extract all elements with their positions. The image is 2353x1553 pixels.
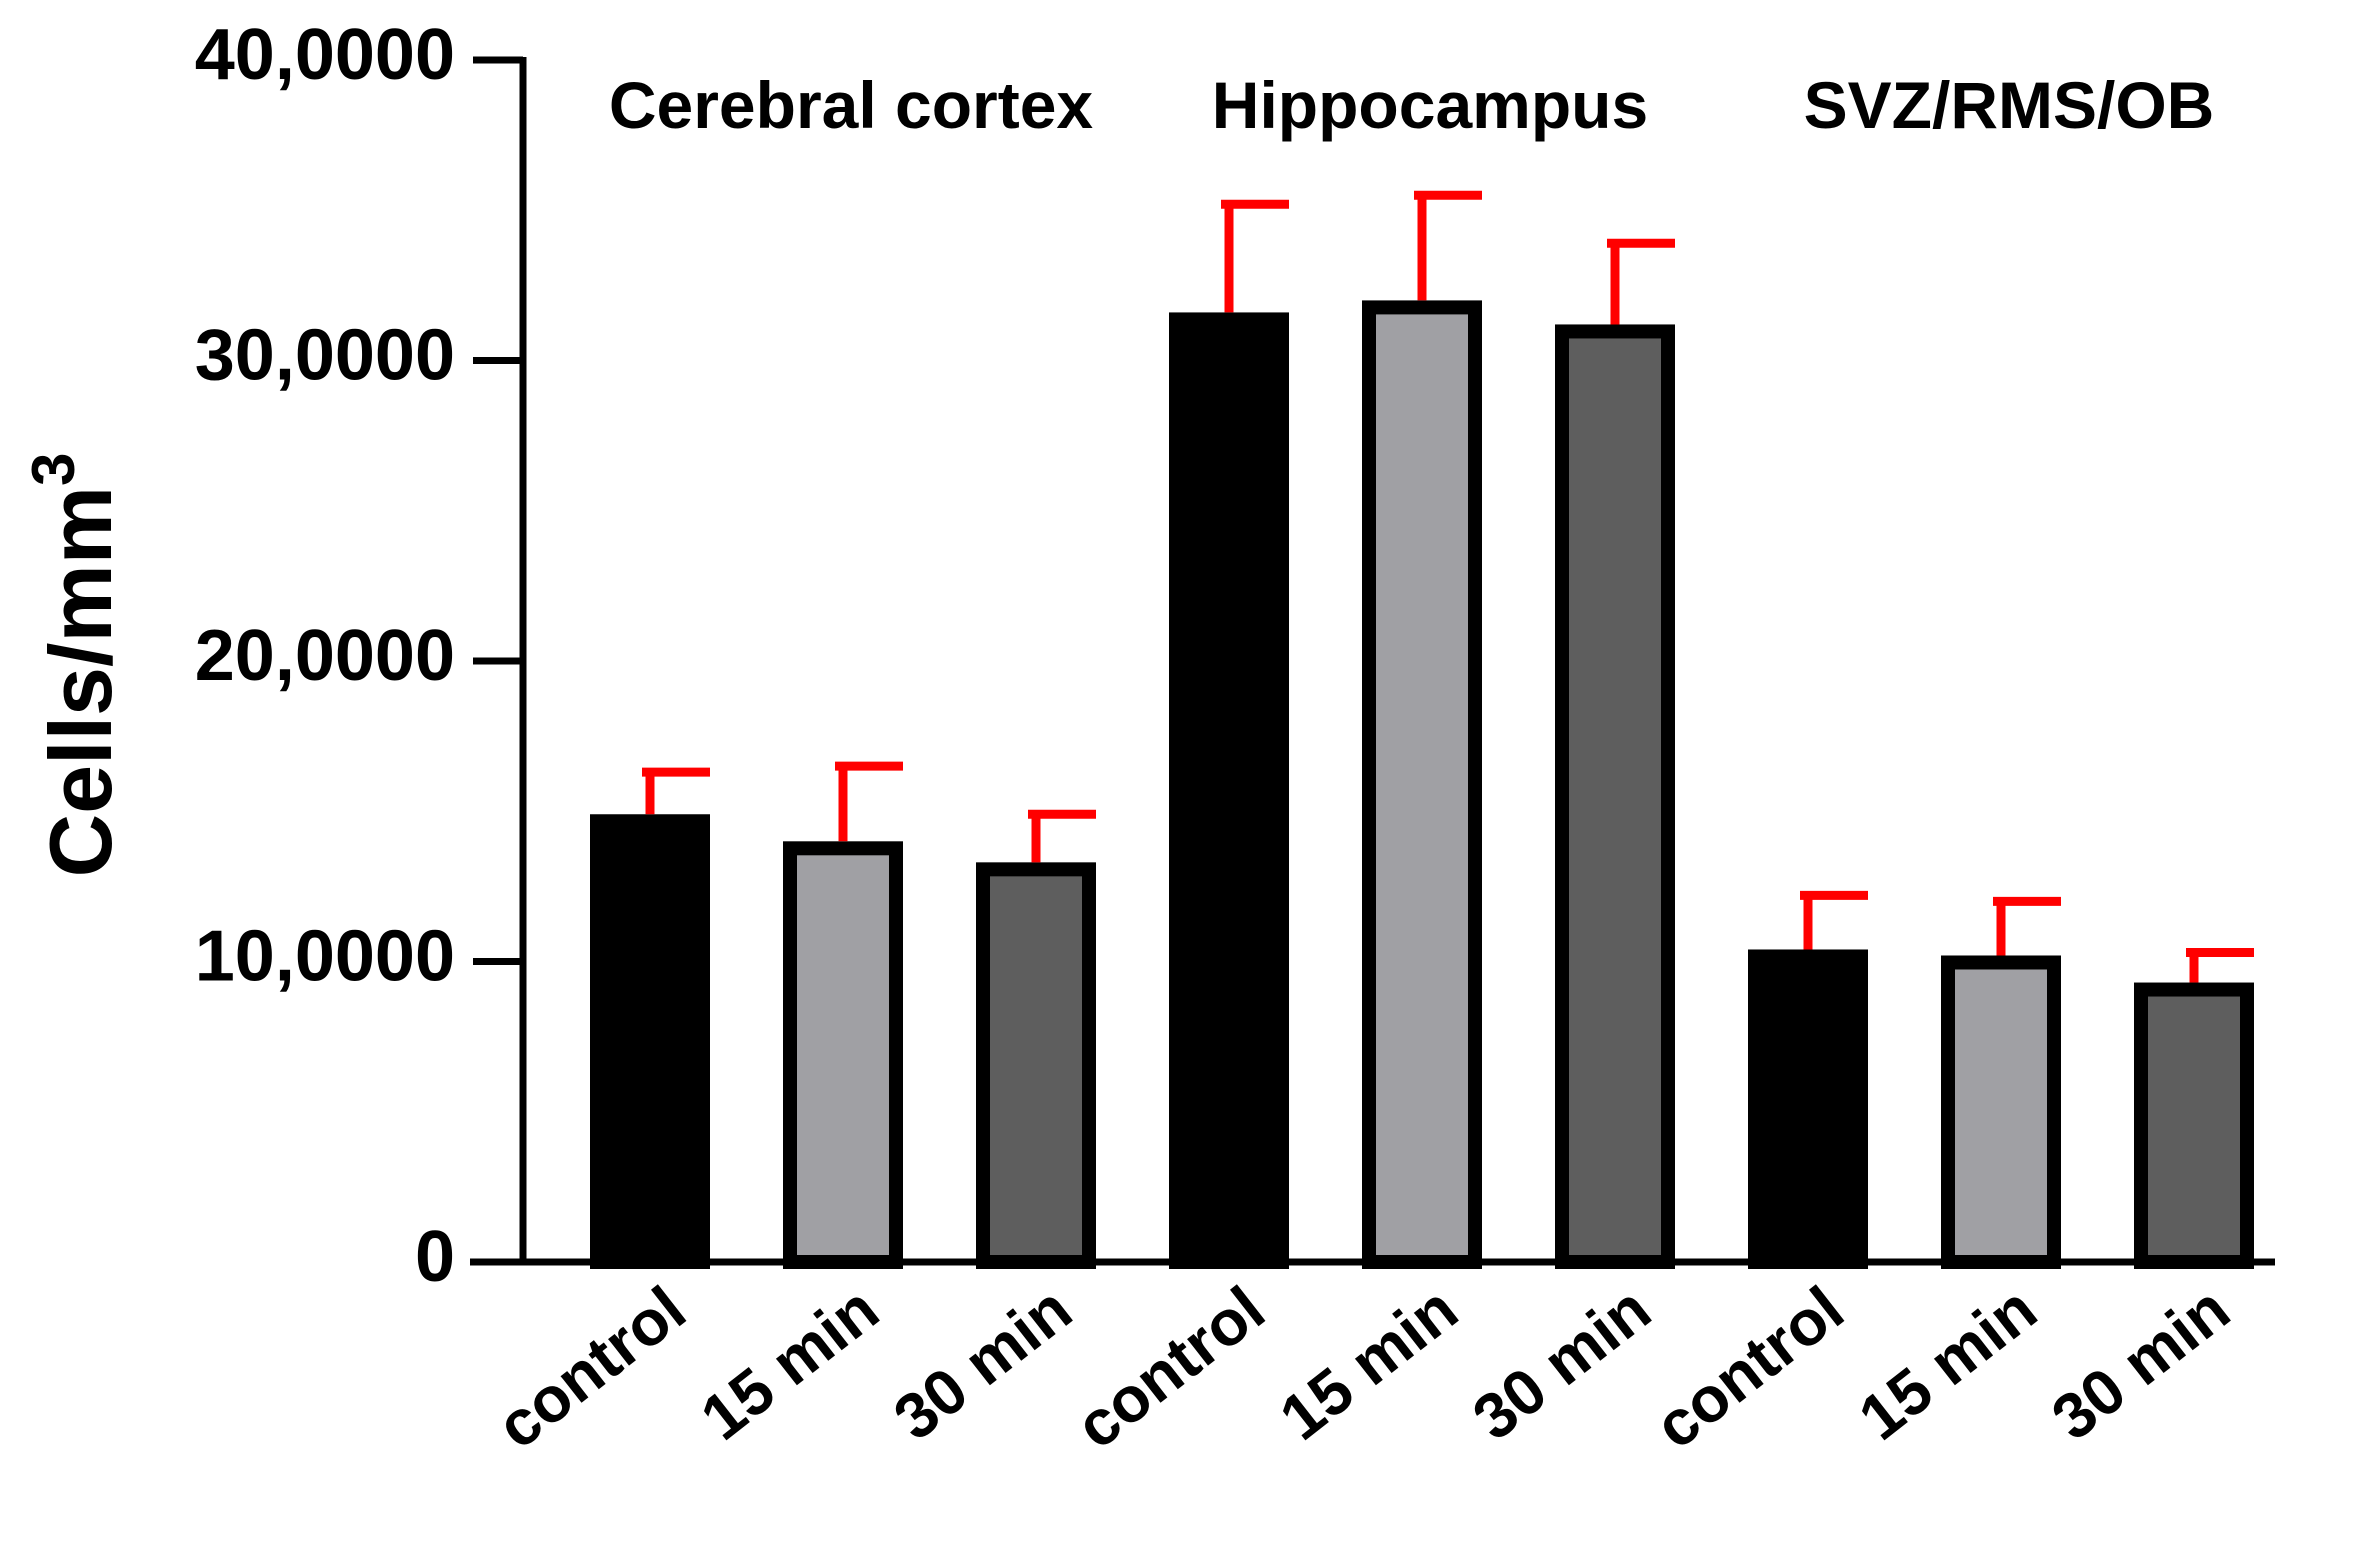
bar-hippocampus-control [1169, 312, 1289, 1270]
y-axis-title: Cells/mm3 [20, 453, 130, 878]
group-label: Hippocampus [1212, 68, 1648, 142]
x-category-label: control [1062, 1272, 1277, 1462]
x-category-label: 15 min [1846, 1272, 2050, 1454]
x-category-label: 30 min [881, 1272, 1085, 1454]
bar-cerebral-cortex-15-min [783, 841, 903, 1269]
bars-layer [590, 300, 2254, 1270]
group-labels-layer: Cerebral cortex Hippocampus SVZ/RMS/OB [609, 68, 2214, 142]
y-tick-label: 10,0000 [195, 917, 455, 997]
bar-cerebral-cortex-30-min [976, 862, 1096, 1270]
x-category-label: 15 min [1267, 1272, 1471, 1454]
x-category-label: 30 min [2039, 1272, 2243, 1454]
x-category-label: control [483, 1272, 698, 1462]
y-tick-label: 30,0000 [195, 316, 455, 396]
y-tick-label: 0 [415, 1217, 455, 1297]
x-category-label: control [1641, 1272, 1856, 1462]
y-tick-label: 40,0000 [195, 15, 455, 95]
group-label: Cerebral cortex [609, 68, 1094, 142]
x-category-label: 30 min [1460, 1272, 1664, 1454]
x-category-label: 15 min [688, 1272, 892, 1454]
error-bars-layer [642, 190, 2254, 983]
group-label: SVZ/RMS/OB [1804, 68, 2215, 142]
bar-svz-rms-ob-15-min [1941, 955, 2061, 1269]
bar-hippocampus-15-min [1362, 300, 1482, 1269]
bar-svz-rms-ob-30-min [2134, 982, 2254, 1269]
bar-svz-rms-ob-control [1748, 949, 1868, 1269]
bar-hippocampus-30-min [1555, 324, 1675, 1269]
bar-cerebral-cortex-control [590, 814, 710, 1269]
y-tick-label: 20,0000 [195, 616, 455, 696]
y-ticks-layer: 0 10,0000 20,0000 30,0000 40,0000 [195, 15, 523, 1297]
